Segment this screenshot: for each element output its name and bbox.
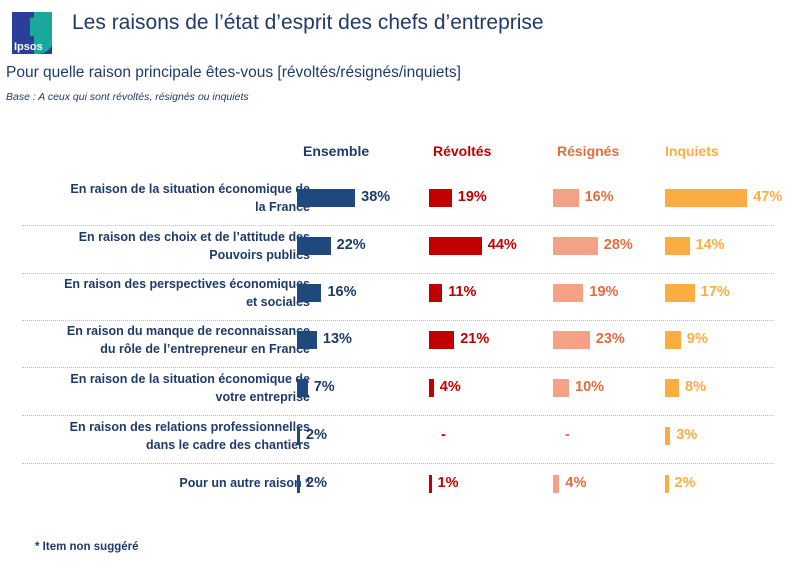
data-label: 16% xyxy=(327,284,357,300)
bar xyxy=(429,475,432,493)
data-label: 11% xyxy=(448,284,477,300)
bar xyxy=(665,379,679,397)
question-subtitle: Pour quelle raison principale êtes-vous … xyxy=(6,64,461,81)
row-label-line: votre entreprise xyxy=(215,390,310,404)
bar xyxy=(297,331,317,349)
data-label: 1% xyxy=(437,475,459,491)
data-label: 9% xyxy=(686,331,708,347)
data-label: 38% xyxy=(361,189,391,205)
bar xyxy=(665,331,681,349)
bar xyxy=(665,237,690,255)
bar xyxy=(297,475,301,493)
row-label-line: du rôle de l’entrepreneur en France xyxy=(100,342,310,356)
data-label: 4% xyxy=(565,475,587,491)
bar xyxy=(297,237,331,255)
bar xyxy=(429,189,452,207)
row-label-line: En raison du manque de reconnaissance xyxy=(66,324,310,338)
bar xyxy=(665,189,748,207)
data-label: 16% xyxy=(584,189,614,205)
bar xyxy=(429,331,455,349)
row-label: En raison de la situation économique de v… xyxy=(70,370,310,406)
column-header-revoltes: Révoltés xyxy=(433,143,492,159)
row-label-line: En raison des relations professionnelles xyxy=(69,420,310,434)
row-label-line: En raison de la situation économique de xyxy=(70,182,310,196)
data-label: 13% xyxy=(322,331,352,347)
row-label: En raison des relations professionnelles… xyxy=(70,418,310,454)
bar xyxy=(553,475,560,493)
data-label: 22% xyxy=(336,237,366,253)
row-label-line: Pour un autre raison * xyxy=(179,476,310,490)
ipsos-logo: Ipsos xyxy=(12,12,52,54)
row-label-line: En raison des choix et de l’attitude des xyxy=(78,230,310,244)
bar xyxy=(553,237,598,255)
bar xyxy=(429,284,443,302)
data-label: 47% xyxy=(753,189,783,205)
data-label: 17% xyxy=(700,284,730,300)
bar xyxy=(297,379,308,397)
data-label: 7% xyxy=(313,379,335,395)
data-label: 8% xyxy=(685,379,706,395)
row-label-line: dans le cadre des chantiers xyxy=(146,438,310,452)
row-label-line: En raison de la situation économique de xyxy=(70,372,310,386)
column-header-resignes: Résignés xyxy=(557,143,620,159)
data-label: 10% xyxy=(575,379,605,395)
column-header-ensemble: Ensemble xyxy=(303,143,370,159)
row-label-line: En raison des perspectives économiques xyxy=(64,277,310,291)
bar xyxy=(429,237,482,255)
data-label: 21% xyxy=(460,331,490,347)
row-separator xyxy=(22,463,774,464)
data-label: - xyxy=(441,427,446,443)
row-label-line: la France xyxy=(255,200,310,214)
row-separator xyxy=(22,225,774,226)
data-label: 2% xyxy=(674,475,696,491)
bar xyxy=(297,284,322,302)
bar xyxy=(665,475,669,493)
row-label: En raison de la situation économique de l… xyxy=(70,180,310,216)
bar xyxy=(665,284,695,302)
bar xyxy=(553,331,590,349)
data-label: 14% xyxy=(695,237,725,253)
footnote: * Item non suggéré xyxy=(35,541,139,553)
column-header-inquiets: Inquiets xyxy=(665,143,719,159)
row-label-line: Pouvoirs publics xyxy=(209,248,310,262)
row-label: En raison des choix et de l’attitude des… xyxy=(79,228,310,264)
data-label: 23% xyxy=(595,331,625,347)
data-label: 2% xyxy=(306,427,328,443)
data-label: 19% xyxy=(589,284,619,300)
row-label-line: et sociales xyxy=(246,295,310,309)
data-label: 44% xyxy=(487,237,517,253)
row-separator xyxy=(22,320,774,321)
logo-text: Ipsos xyxy=(14,41,43,53)
bar xyxy=(429,379,434,397)
bar xyxy=(297,189,356,207)
data-label: - xyxy=(565,427,570,443)
bar xyxy=(553,379,569,397)
bar xyxy=(553,284,584,302)
bar xyxy=(553,189,579,207)
row-separator xyxy=(22,273,774,274)
row-separator xyxy=(22,415,774,416)
row-label: En raison du manque de reconnaissance du … xyxy=(67,322,310,358)
row-label: En raison des perspectives économiques et… xyxy=(64,275,310,311)
data-label: 4% xyxy=(439,379,461,395)
bar xyxy=(297,427,301,445)
base-note: Base : A ceux qui sont révoltés, résigné… xyxy=(6,91,249,103)
data-label: 28% xyxy=(603,237,633,253)
data-label: 2% xyxy=(306,475,328,491)
bar xyxy=(665,427,671,445)
row-separator xyxy=(22,367,774,368)
page-title: Les raisons de l’état d’esprit des chefs… xyxy=(72,11,544,34)
data-label: 19% xyxy=(457,189,487,205)
data-label: 3% xyxy=(676,427,698,443)
row-label: Pour un autre raison * xyxy=(179,474,310,492)
